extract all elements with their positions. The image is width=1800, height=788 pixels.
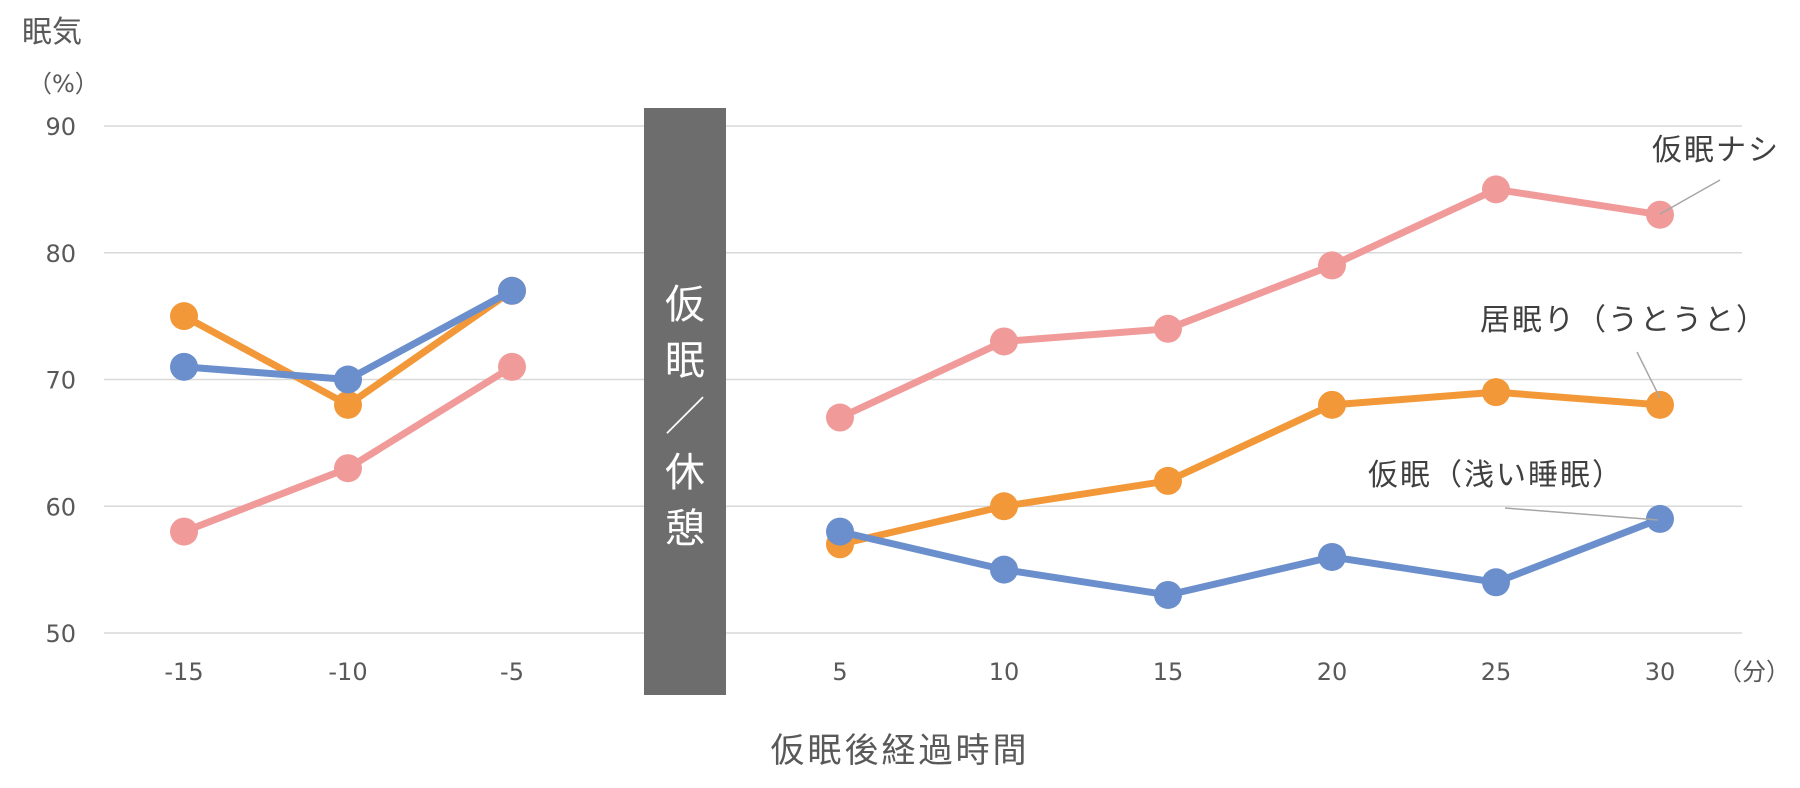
series-2-point-5 — [826, 517, 854, 546]
series-1-point--15 — [170, 302, 198, 331]
series-group — [170, 175, 1674, 609]
x-axis-unit: （分） — [1718, 658, 1790, 686]
series-1-point-20 — [1318, 390, 1346, 419]
x-tick-labels: -15 -10 -5 5 10 15 20 25 30 — [164, 658, 1675, 686]
series-0-point--10 — [334, 454, 362, 483]
series-annotations: 仮眠ナシ 居眠り（うとうと） 仮眠（浅い睡眠） — [1368, 133, 1780, 521]
series-0 — [170, 175, 1674, 546]
series-0-point--15 — [170, 517, 198, 546]
series-1-point-10 — [990, 492, 1018, 521]
series-0-point-10 — [990, 327, 1018, 356]
nap-band: 仮眠／休憩 — [644, 108, 726, 695]
series-0-point-5 — [826, 403, 854, 432]
leader-light-nap — [1504, 507, 1659, 521]
series-2-point--10 — [334, 365, 362, 394]
series-2-point--5 — [498, 276, 526, 305]
series-2-point-15 — [1154, 580, 1182, 609]
series-label-light-nap: 仮眠（浅い睡眠） — [1368, 458, 1624, 493]
leader-dozing — [1636, 351, 1661, 399]
series-1 — [170, 276, 1674, 559]
series-2-point-30 — [1646, 504, 1674, 533]
series-2-line-after — [836, 515, 1664, 599]
series-0-point--5 — [498, 352, 526, 381]
series-1-point-30 — [1646, 390, 1674, 419]
series-1-line-after — [836, 388, 1664, 548]
x-tick-20: 20 — [1317, 658, 1348, 686]
series-1-point-15 — [1154, 466, 1182, 495]
nap-band-label: 仮眠／休憩 — [665, 282, 705, 552]
x-axis-label: 仮眠後経過時間 — [771, 731, 1030, 771]
series-2-point-10 — [990, 555, 1018, 584]
y-tick-60: 60 — [45, 493, 76, 521]
series-label-dozing: 居眠り（うとうと） — [1480, 303, 1768, 338]
y-tick-50: 50 — [45, 620, 76, 648]
y-tick-70: 70 — [45, 367, 76, 395]
series-0-line-after — [836, 185, 1664, 422]
leader-no-nap — [1659, 179, 1721, 215]
series-0-point-15 — [1154, 314, 1182, 343]
series-0-point-25 — [1482, 175, 1510, 204]
series-2-point-25 — [1482, 568, 1510, 597]
series-1-point--10 — [334, 390, 362, 419]
y-tick-90: 90 — [45, 113, 76, 141]
series-label-no-nap: 仮眠ナシ — [1652, 133, 1780, 168]
x-tick-30: 30 — [1645, 658, 1676, 686]
nap-band-rect — [644, 108, 726, 695]
x-tick-15: 15 — [1153, 658, 1184, 686]
series-1-point-25 — [1482, 378, 1510, 407]
x-tick-25: 25 — [1481, 658, 1512, 686]
y-axis-label: 眠気 — [22, 15, 82, 50]
x-tick--10: -10 — [328, 658, 367, 686]
series-0-point-20 — [1318, 251, 1346, 280]
y-tick-labels: 50 60 70 80 90 — [45, 113, 76, 648]
x-tick--15: -15 — [164, 658, 203, 686]
series-2-point--15 — [170, 352, 198, 381]
y-tick-80: 80 — [45, 240, 76, 268]
y-axis-unit: （%） — [28, 70, 99, 98]
series-2-point-20 — [1318, 542, 1346, 571]
x-tick-10: 10 — [989, 658, 1020, 686]
x-tick--5: -5 — [500, 658, 524, 686]
x-tick-5: 5 — [832, 658, 847, 686]
series-2 — [170, 276, 1674, 609]
series-0-point-30 — [1646, 200, 1674, 229]
